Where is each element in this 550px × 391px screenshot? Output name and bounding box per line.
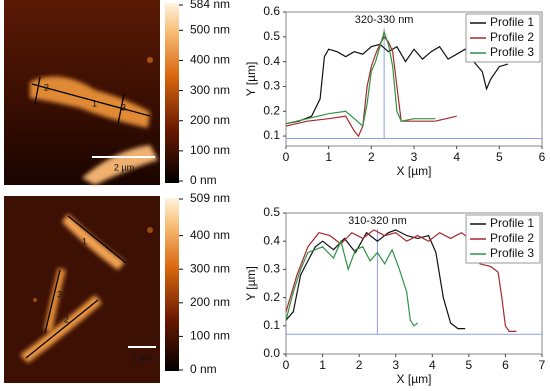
y-tick-label: 0.5	[263, 205, 280, 219]
x-tick-label: 4	[453, 150, 460, 164]
y-tick-label: 0.1	[263, 128, 280, 142]
x-tick-label: 3	[411, 150, 418, 164]
profile-label: 2	[64, 314, 69, 324]
profile-line	[285, 239, 419, 327]
y-tick-label: 0.3	[263, 79, 280, 93]
scale-bar-label: 2 µm	[114, 162, 134, 172]
profile-label: 3	[121, 102, 126, 112]
y-tick-label: 0.5	[263, 29, 280, 43]
colorbar-tick-label: 200 nm	[190, 113, 230, 127]
legend-label: Profile 3	[490, 246, 534, 260]
x-tick-label: 4	[429, 358, 436, 372]
legend-label: Profile 2	[490, 231, 534, 245]
legend-label: Profile 2	[490, 30, 534, 44]
colorbar-tick-label: 509 nm	[190, 191, 230, 205]
y-tick-label: 0.1	[263, 318, 280, 332]
colorbar-tick-label: 400 nm	[190, 53, 230, 67]
y-tick-label: 0.4	[263, 54, 280, 68]
afm-image	[4, 196, 160, 383]
x-tick-label: 1	[325, 150, 332, 164]
plot-frame	[285, 212, 543, 355]
annotation: 320-330 nm	[355, 14, 414, 26]
x-axis-label: X [µm]	[397, 372, 432, 386]
x-tick-label: 0	[283, 150, 290, 164]
y-tick-label: 0.2	[263, 103, 280, 117]
profile-line	[285, 229, 517, 332]
profile-line	[285, 229, 466, 330]
colorbar-tick-label: 400 nm	[190, 228, 230, 242]
y-tick-label: 0.6	[263, 4, 280, 18]
colorbar-tick-label: 100 nm	[190, 143, 230, 157]
x-tick-label: 5	[496, 150, 503, 164]
x-tick-label: 0	[283, 358, 290, 372]
profile-label: 1	[92, 98, 97, 108]
scale-bar-label: 2 µm	[132, 352, 152, 362]
profile-label: 2	[44, 82, 49, 92]
profile-line	[285, 43, 509, 125]
colorbar-tick-label: 0 nm	[190, 173, 217, 187]
legend-label: Profile 3	[490, 45, 534, 59]
x-tick-label: 6	[502, 358, 509, 372]
colorbar	[165, 3, 179, 183]
colorbar	[165, 198, 179, 371]
colorbar-tick-label: 300 nm	[190, 83, 230, 97]
afm-image	[4, 0, 160, 185]
colorbar-tick-label: 300 nm	[190, 261, 230, 275]
y-axis-label: Y [µm]	[244, 266, 258, 301]
colorbar-tick-label: 200 nm	[190, 295, 230, 309]
annotation: 310-320 nm	[348, 215, 407, 227]
y-axis-label: Y [µm]	[244, 62, 258, 97]
x-tick-label: 3	[392, 358, 399, 372]
x-tick-label: 2	[356, 358, 363, 372]
x-tick-label: 6	[539, 150, 546, 164]
profile-line	[285, 29, 436, 128]
x-tick-label: 2	[368, 150, 375, 164]
x-tick-label: 1	[319, 358, 326, 372]
profile-label: 1	[82, 236, 87, 246]
colorbar-tick-label: 500 nm	[190, 22, 230, 36]
y-tick-label: 0.2	[263, 290, 280, 304]
colorbar-tick-label: 100 nm	[190, 329, 230, 343]
legend-label: Profile 1	[490, 216, 534, 230]
profile-label: 3	[57, 289, 62, 299]
x-tick-label: 5	[466, 358, 473, 372]
colorbar-tick-label: 0 nm	[190, 362, 217, 376]
y-tick-label: 0.3	[263, 262, 280, 276]
y-tick-label: 0.0	[263, 346, 280, 360]
legend-label: Profile 1	[490, 15, 534, 29]
y-tick-label: 0.4	[263, 233, 280, 247]
x-axis-label: X [µm]	[397, 164, 432, 178]
colorbar-tick-label: 584 nm	[190, 0, 230, 11]
x-tick-label: 7	[539, 358, 546, 372]
